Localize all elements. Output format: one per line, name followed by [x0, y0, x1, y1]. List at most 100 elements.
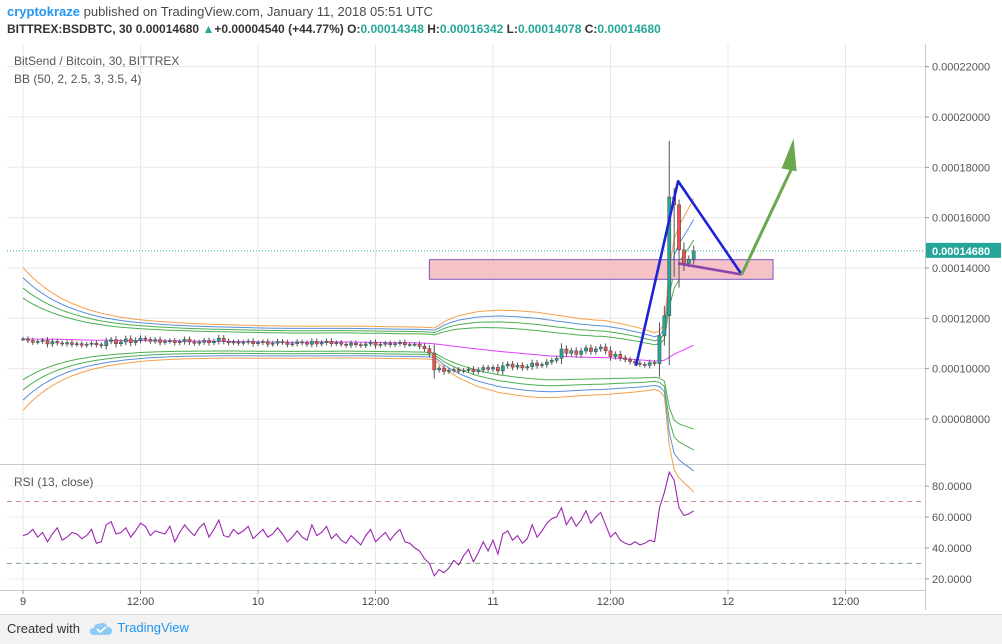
candle [143, 337, 148, 340]
candle [584, 347, 588, 352]
candle [265, 341, 270, 345]
last-price-header: 0.00014680 [135, 22, 200, 36]
candle [192, 341, 197, 344]
price-tick-label: 0.00020000 [932, 112, 990, 124]
candle [30, 340, 35, 343]
candle [686, 258, 691, 264]
candle [314, 341, 319, 345]
candle [300, 341, 304, 344]
time-tick-label: 12:00 [127, 596, 155, 608]
candle [486, 367, 490, 370]
time-tick-label: 12:00 [832, 596, 860, 608]
candle [128, 338, 133, 343]
ohlc-line: BITTREX:BSDBTC, 30 0.00014680 ▲+0.000045… [7, 22, 661, 36]
candle [75, 343, 79, 345]
price-axis-bg [926, 44, 1002, 610]
candle [378, 343, 383, 346]
candle [324, 340, 329, 343]
grid [0, 44, 1002, 610]
drawings-lines[interactable] [634, 138, 797, 367]
time-tick-label: 9 [20, 596, 26, 608]
candle [158, 339, 162, 343]
candle [305, 342, 309, 345]
candle [510, 363, 515, 368]
candle [437, 367, 441, 371]
candle [133, 340, 138, 343]
drawings-zone[interactable] [428, 259, 774, 280]
bb-legend[interactable]: BB (50, 2, 2.5, 3, 3.5, 4) [14, 72, 142, 86]
price-tick-label: 0.00014000 [932, 263, 990, 275]
candle [319, 342, 324, 345]
candle [403, 342, 407, 345]
bollinger-bands [22, 198, 695, 493]
candle [398, 342, 402, 344]
candle [197, 341, 202, 344]
candle [109, 339, 113, 342]
candle [177, 341, 182, 343]
candle [241, 341, 246, 344]
time-tick-label: 11 [487, 596, 498, 608]
chart-area[interactable]: 0.00022000 0.00020000 0.00018000 0.00016000… [0, 44, 1002, 614]
candle [559, 348, 564, 359]
price-chart-svg[interactable]: 0.00022000 0.00020000 0.00018000 0.00016000… [0, 44, 1002, 614]
rsi-panel [7, 470, 925, 577]
candle [123, 338, 128, 343]
candle [172, 340, 177, 343]
candle [603, 346, 608, 352]
candle [638, 362, 642, 365]
candle [549, 360, 554, 363]
candle [500, 365, 505, 372]
candle [187, 339, 192, 343]
candle [334, 342, 339, 344]
target-arrow-shaft [740, 163, 795, 276]
candle [530, 362, 535, 367]
candle [84, 343, 89, 346]
publish-line: cryptokraze published on TradingView.com… [7, 4, 433, 19]
candle [251, 340, 255, 344]
created-with-text: Created with [7, 621, 80, 636]
candle [236, 341, 241, 344]
price-tick-label: 0.00010000 [932, 364, 990, 376]
candle [545, 361, 549, 365]
candle [295, 341, 300, 344]
author-link[interactable]: cryptokraze [7, 4, 80, 19]
candle [613, 354, 618, 357]
candle [344, 343, 348, 346]
close-label: C: [584, 22, 598, 36]
candle [466, 368, 471, 371]
support-zone [428, 259, 774, 280]
candle [290, 343, 295, 345]
candle [26, 338, 30, 341]
candle [520, 365, 525, 369]
candle [212, 340, 216, 343]
open-value: 0.00014348 [360, 22, 424, 36]
rsi-tick-label: 80.0000 [932, 481, 972, 493]
symbol-legend[interactable]: BitSend / Bitcoin, 30, BITTREX [14, 54, 180, 68]
candle [593, 348, 598, 352]
candle [231, 341, 236, 344]
bb-upper-2 [22, 260, 695, 346]
candle [383, 342, 388, 345]
candle [574, 350, 579, 355]
change-value: +0.00004540 (+44.77%) [214, 22, 344, 36]
candle [246, 340, 251, 343]
candle [451, 369, 456, 371]
rsi-legend[interactable]: RSI (13, close) [14, 475, 94, 489]
candle [60, 342, 65, 345]
close-value: 0.00014680 [597, 22, 661, 36]
candle [407, 344, 412, 346]
candle [275, 341, 280, 344]
candle [662, 315, 667, 336]
candle [564, 348, 569, 354]
rsi-line [22, 470, 694, 577]
last-price-tag [926, 242, 1001, 258]
candle [50, 341, 55, 345]
candle [349, 342, 353, 346]
time-tick-label: 10 [252, 596, 264, 608]
candle [652, 362, 657, 364]
candle [618, 354, 623, 359]
candle [535, 362, 539, 366]
candle [393, 343, 397, 345]
candle [461, 370, 466, 372]
tradingview-logo[interactable]: TradingView [88, 620, 189, 637]
